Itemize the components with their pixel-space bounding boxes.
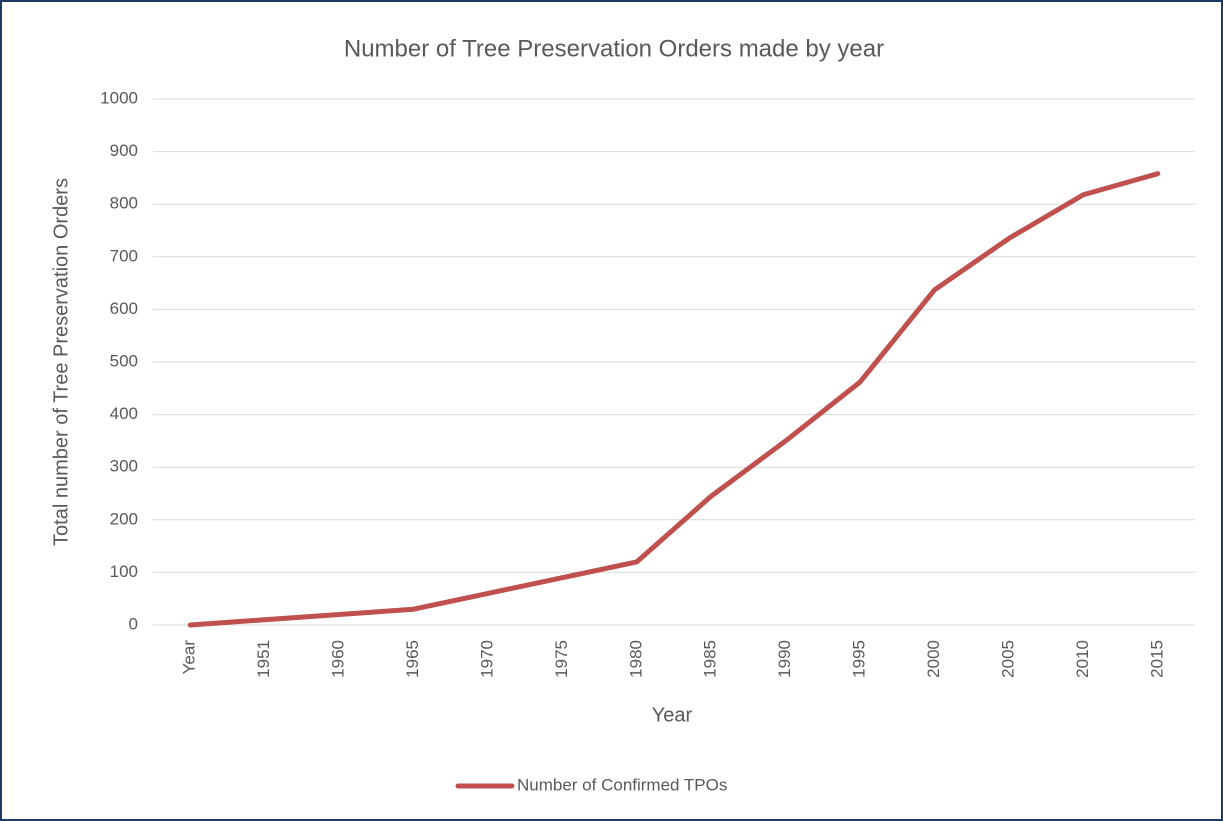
legend-label: Number of Confirmed TPOs [517,775,727,794]
data-line [187,171,1161,628]
x-tick-label: 1965 [403,640,422,678]
x-tick-label: 2005 [998,640,1017,678]
x-tick-label: 1980 [626,640,645,678]
x-tick-label: 1985 [701,640,720,678]
chart-title: Number of Tree Preservation Orders made … [344,35,884,62]
x-tick-label: 1960 [329,640,348,678]
x-tick-label: 1995 [850,640,869,678]
x-tick-label: 2000 [924,640,943,678]
y-tick-label: 900 [110,141,138,160]
y-tick-label: 0 [129,614,138,633]
y-tick-label: 1000 [100,88,138,107]
y-tick-label: 800 [110,194,138,213]
x-tick-label: 2010 [1073,640,1092,678]
x-tick-label: Year [180,640,199,675]
x-tick-label: 2015 [1147,640,1166,678]
y-tick-label: 700 [110,246,138,265]
y-tick-label: 500 [110,351,138,370]
y-tick-label: 600 [110,299,138,318]
x-axis-title: Year [652,704,693,726]
x-tick-label: 1975 [552,640,571,678]
y-axis-title: Total number of Tree Preservation Orders [50,178,72,546]
y-tick-label: 100 [110,562,138,581]
y-tick-label: 400 [110,404,138,423]
x-tick-label: 1990 [775,640,794,678]
y-tick-label: 200 [110,509,138,528]
x-tick-label: 1951 [254,640,273,678]
x-tick-label: 1970 [477,640,496,678]
y-tick-label: 300 [110,457,138,476]
